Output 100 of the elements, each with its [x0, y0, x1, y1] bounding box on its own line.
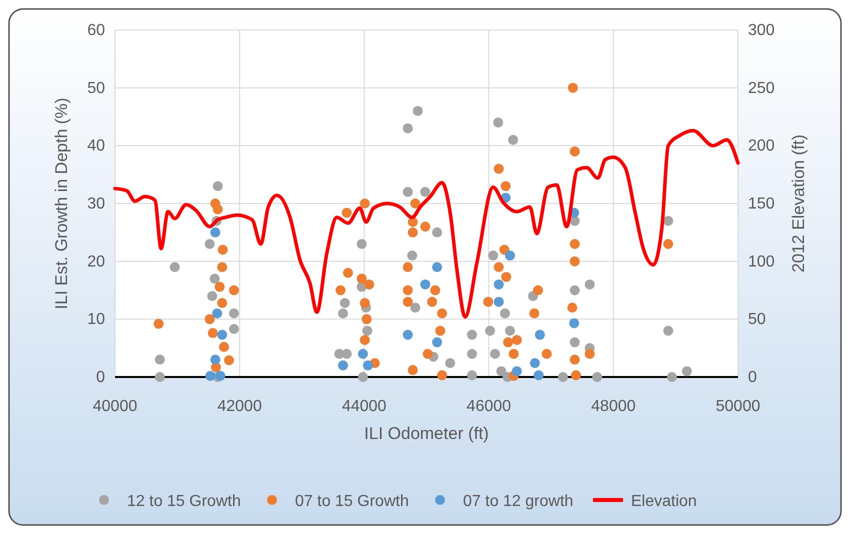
point — [571, 370, 582, 380]
point — [402, 285, 413, 296]
point — [408, 365, 418, 376]
y2-tick-label: 300 — [748, 22, 775, 39]
y2-tick-label: 50 — [748, 311, 766, 328]
point — [466, 348, 477, 359]
point — [356, 274, 367, 284]
point — [214, 282, 225, 292]
point — [358, 348, 368, 359]
point — [210, 274, 220, 284]
point — [529, 308, 540, 318]
point — [212, 204, 223, 214]
legend-label: 07 to 15 Growth — [295, 493, 409, 510]
point — [570, 146, 580, 156]
point — [360, 198, 370, 208]
point — [570, 354, 580, 365]
point — [154, 354, 165, 365]
point — [224, 355, 234, 366]
x-tick-label: 48000 — [591, 398, 636, 415]
point — [360, 334, 370, 345]
y2-tick-label: 150 — [748, 196, 775, 212]
point — [217, 330, 228, 340]
point — [558, 372, 568, 382]
point — [584, 348, 595, 359]
point — [569, 318, 580, 328]
point — [466, 330, 477, 340]
point — [500, 181, 511, 192]
y2-axis-title: 2012 Elevation (ft) — [789, 134, 808, 272]
point — [402, 186, 413, 197]
point — [501, 272, 512, 282]
point — [490, 348, 500, 359]
y2-tick-label: 100 — [748, 253, 775, 270]
point — [208, 328, 218, 338]
point — [445, 358, 456, 368]
y2-tick-label: 250 — [748, 80, 775, 97]
y2-tick-label: 0 — [748, 369, 757, 386]
point — [360, 298, 370, 308]
point — [343, 268, 353, 278]
point — [212, 308, 222, 318]
point — [362, 360, 373, 370]
line-series — [113, 128, 740, 319]
point — [228, 308, 239, 318]
point — [402, 262, 413, 272]
point — [338, 360, 348, 370]
x-tick-label: 42000 — [217, 398, 262, 415]
point — [500, 308, 510, 318]
point — [437, 308, 448, 318]
point — [568, 82, 578, 93]
point — [340, 298, 350, 308]
point — [422, 348, 433, 359]
point — [430, 285, 440, 296]
point — [402, 296, 413, 307]
point — [483, 296, 494, 307]
point — [534, 330, 545, 340]
point — [212, 181, 223, 192]
point — [334, 348, 344, 359]
point — [567, 302, 578, 313]
x-tick-label: 46000 — [466, 398, 512, 415]
point — [466, 370, 477, 380]
legend-label: Elevation — [631, 493, 697, 510]
legend-label: 07 to 12 growth — [463, 493, 574, 510]
point — [663, 238, 674, 249]
y-tick-label: 30 — [87, 196, 106, 212]
point — [666, 372, 677, 382]
point — [228, 324, 239, 334]
point — [228, 285, 239, 296]
point — [364, 279, 374, 290]
point — [338, 308, 348, 318]
y-tick-label: 60 — [87, 22, 106, 39]
y-tick-label: 40 — [87, 138, 106, 155]
point — [204, 238, 215, 249]
point — [342, 208, 352, 218]
x-tick-label: 40000 — [92, 398, 138, 415]
point — [420, 186, 430, 197]
point — [503, 337, 514, 348]
point — [494, 279, 504, 290]
y2-tick-label: 200 — [748, 138, 775, 155]
y-tick-label: 10 — [87, 311, 106, 328]
point — [542, 348, 552, 359]
point — [592, 372, 602, 382]
point — [204, 314, 215, 324]
point — [432, 227, 442, 238]
point — [494, 164, 504, 174]
point — [217, 262, 228, 272]
point — [362, 314, 372, 324]
point — [494, 262, 504, 272]
x-tick-label: 44000 — [342, 398, 387, 415]
y-tick-label: 50 — [87, 80, 106, 97]
point — [402, 123, 413, 134]
y-tick-label: 0 — [96, 369, 106, 386]
point — [570, 337, 580, 348]
point — [512, 334, 522, 345]
point — [508, 134, 518, 145]
point — [205, 370, 216, 381]
point — [504, 250, 515, 261]
x-axis-title: ILI Odometer (ft) — [364, 424, 489, 443]
point — [432, 262, 442, 272]
point — [427, 296, 438, 307]
x-tick-label: 50000 — [716, 398, 760, 415]
point — [154, 372, 165, 382]
